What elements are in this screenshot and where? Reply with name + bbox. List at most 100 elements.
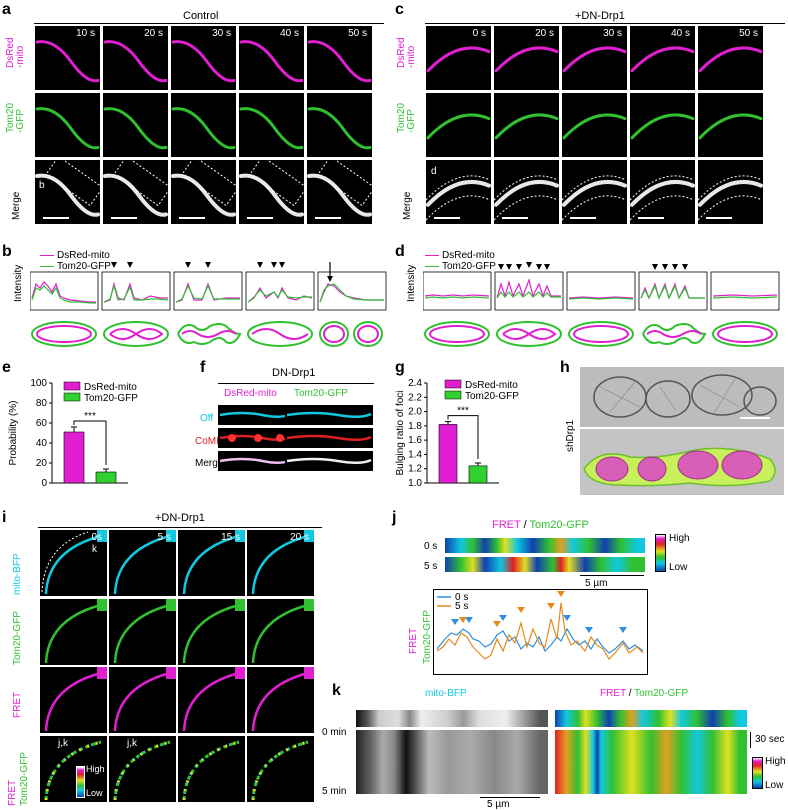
- panel-j-strip-5s: [445, 557, 645, 572]
- y-tick-label: 2.4: [408, 378, 422, 389]
- significance-bracket: [73, 420, 107, 465]
- panel-i-tile-r0-c1: 5 s: [109, 530, 176, 596]
- panel-a-inset-b: b: [39, 180, 45, 191]
- panel-j-ylabel-tom20: Tom20-GFP: [422, 610, 433, 664]
- panel-c-time-label-3: 40 s: [671, 28, 690, 39]
- y-tick-label: 1.0: [408, 478, 422, 489]
- panel-i-title: +DN-Drp1: [155, 512, 205, 524]
- significance-bracket: [447, 415, 479, 459]
- panel-a-tile-r0-c4: 50 s: [307, 26, 372, 90]
- panel-a-tile-r1-c1: [103, 93, 168, 157]
- y-tick-label: 2.0: [408, 407, 422, 418]
- y-tick-label: 2.2: [408, 392, 422, 403]
- panel-a-time-label-3: 40 s: [280, 28, 299, 39]
- panel-label-h: h: [560, 359, 570, 376]
- panel-c-row-label-merge: Merge: [402, 191, 413, 220]
- y-tick-label: 20: [36, 458, 48, 469]
- panel-b-traces: [30, 262, 387, 347]
- panel-j-strip-0s: [445, 538, 645, 553]
- panel-a-row-label-tom20: Tom20 -GFP: [5, 102, 26, 133]
- panel-i-time-label-0: 0s: [91, 532, 102, 543]
- panel-d-traces: [423, 262, 780, 347]
- panel-k-low: Low: [765, 780, 784, 791]
- panel-c-time-label-1: 20 s: [535, 28, 554, 39]
- panel-i-tile-r2-c1: [109, 667, 176, 733]
- panel-a-time-label-4: 50 s: [348, 28, 367, 39]
- panel-i-tile-r2-c0: [40, 667, 107, 733]
- panel-j-profile-plot: [433, 589, 648, 675]
- panel-g-bar-chart: 1.0 1.2 1.4 1.6 1.8 2.0 2.2 2.4 *** DsRed-mitoTom…: [395, 378, 519, 489]
- panel-a-time-label-2: 30 s: [212, 28, 231, 39]
- panel-i-tile-r1-c2: [178, 599, 245, 665]
- panel-d-ylabel: Intensity: [406, 264, 417, 302]
- panel-label-a: a: [2, 1, 11, 18]
- panel-k-fret-strip: [555, 710, 747, 727]
- panel-k-time-bar: [750, 732, 751, 748]
- panel-k-colorbar: [752, 757, 763, 789]
- y-axis-label: Probability (%): [8, 400, 19, 465]
- panel-i-tile-r1-c3: [247, 599, 314, 665]
- panel-f-tile-r2-c0: [218, 451, 292, 471]
- panel-j-ylabel-fret: FRET: [408, 627, 419, 654]
- panel-a-time-label-1: 20 s: [144, 28, 163, 39]
- panel-a-tile-r2-c0: b: [35, 160, 100, 224]
- panel-a-title: Control: [183, 10, 219, 22]
- panel-f-title-line: [218, 383, 374, 384]
- panel-f-row-comic: CoMIC: [195, 436, 227, 447]
- panel-f-tile-r2-c1: [285, 451, 373, 471]
- panel-i-colorbar: [76, 766, 85, 798]
- panel-c-tile-r1-c2: [562, 93, 627, 157]
- legend-swatch-1: [444, 390, 462, 400]
- panel-i-tile-r2-c2: [178, 667, 245, 733]
- panel-label-f: f: [200, 359, 206, 376]
- panel-b-ylabel: Intensity: [13, 264, 24, 302]
- y-tick-label: 0: [41, 478, 47, 489]
- panel-j-title: FRET / Tom20-GFP: [492, 519, 589, 531]
- panel-j-scale-label: 5 µm: [585, 578, 608, 589]
- panel-label-j: j: [392, 509, 397, 526]
- panel-label-g: g: [395, 359, 405, 376]
- panel-c-tile-r2-c2: [562, 160, 627, 224]
- panel-k-left-title: mito-BFP: [425, 688, 467, 699]
- panel-i-tile-r2-c3: [247, 667, 314, 733]
- panel-label-e: e: [2, 359, 11, 376]
- panel-a-tile-r2-c4: [307, 160, 372, 224]
- panel-i-row-label-tom20: Tom20-GFP: [12, 611, 23, 665]
- panel-i-inset-k: k: [92, 544, 97, 555]
- panel-label-c: c: [395, 1, 404, 18]
- panel-j-low: Low: [669, 562, 688, 573]
- panel-j-high: High: [669, 533, 690, 544]
- legend-label-1: Tom20-GFP: [465, 391, 519, 402]
- legend-label-0: DsRed-mito: [84, 382, 137, 393]
- panel-k-time-label: 30 sec: [755, 734, 785, 745]
- panel-j-legend-5s: 5 s: [455, 601, 469, 612]
- y-tick-label: 100: [30, 378, 47, 389]
- panel-i-row-label-fret: FRET: [12, 691, 23, 718]
- panel-k-kymo-fret: [555, 730, 747, 794]
- legend-swatch-1: [63, 392, 81, 402]
- panel-f-tile-r0-c1: [285, 405, 373, 425]
- panel-c-tile-r2-c0: d: [426, 160, 491, 224]
- panel-f-tile-r1-c1: [285, 428, 373, 448]
- panel-a-time-label-0: 10 s: [76, 28, 95, 39]
- panel-c-tile-r0-c3: 40 s: [630, 26, 695, 90]
- panel-i-low: Low: [86, 788, 103, 798]
- panel-i-tile-r3-c3: [247, 736, 314, 802]
- legend-label-1: Tom20-GFP: [84, 393, 138, 404]
- panel-i-row-label-mitobfp: mito-BFP: [12, 553, 23, 595]
- panel-i-tile-r0-c0: 0s k: [40, 530, 107, 596]
- panel-k-mito-strip: [356, 710, 548, 727]
- panel-a-row-label-merge: Merge: [11, 191, 22, 220]
- panel-f-title: DN-Drp1: [272, 367, 316, 379]
- y-tick-label: 60: [36, 418, 48, 429]
- panel-k-t1: 5 min: [322, 786, 347, 797]
- legend-tom20: Tom20-GFP: [57, 261, 111, 272]
- panel-i-inset-jk-1: j,k: [127, 738, 137, 749]
- legend-dsred: DsRed-mito: [57, 250, 110, 261]
- panel-label-i: i: [2, 509, 7, 526]
- panel-c-tile-r1-c3: [630, 93, 695, 157]
- panel-i-tile-r0-c2: 15 s: [178, 530, 245, 596]
- panel-c-row-label-tom20: Tom20 -GFP: [396, 102, 417, 133]
- bar-DsRed-mito: [438, 424, 458, 484]
